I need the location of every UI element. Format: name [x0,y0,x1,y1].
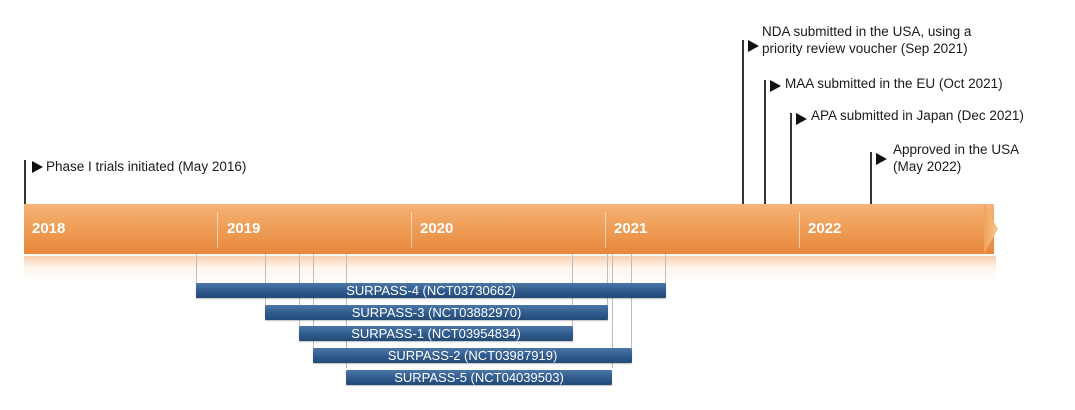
milestone-pole [24,160,26,204]
milestone-approved-usa: Approved in the USA (May 2022) [893,141,1019,175]
milestone-line: APA submitted in Japan (Dec 2021) [811,108,1024,123]
milestone-pole [870,152,872,204]
trial-bar-surpass-2: SURPASS-2 (NCT03987919) [313,348,632,363]
milestone-pole [742,40,744,204]
flag-icon [748,40,759,52]
milestone-apa-japan: APA submitted in Japan (Dec 2021) [811,107,1024,124]
trial-bar-surpass-4: SURPASS-4 (NCT03730662) [196,283,666,298]
trial-bar-surpass-1: SURPASS-1 (NCT03954834) [299,326,573,341]
flag-icon [796,113,807,125]
milestone-pole [764,80,766,204]
year-separator [605,212,606,248]
trial-connector [265,254,266,306]
year-separator [217,212,218,248]
trial-connector [612,254,613,368]
timeline-band-reflection [24,256,996,282]
milestone-line: Phase I trials initiated (May 2016) [46,159,247,174]
year-label-2019: 2019 [227,220,261,237]
milestone-maa-eu: MAA submitted in the EU (Oct 2021) [785,75,1003,92]
year-separator [411,212,412,248]
trial-connector [607,254,608,306]
milestone-line: priority review voucher (Sep 2021) [762,41,968,56]
trial-connector [631,254,632,348]
milestone-line: Approved in the USA [893,142,1020,157]
year-label-2022: 2022 [808,220,842,237]
year-label-2020: 2020 [420,220,454,237]
flag-icon [876,153,887,165]
milestone-line: (May 2022) [893,159,962,174]
year-label-2021: 2021 [614,220,648,237]
milestone-line: MAA submitted in the EU (Oct 2021) [785,76,1003,91]
year-separator [799,212,800,248]
trial-connector [665,254,666,284]
trial-connector [313,254,314,348]
milestone-pole [790,113,792,204]
milestone-nda-usa: NDA submitted in the USA, using a priori… [762,23,971,57]
year-label-2018: 2018 [32,220,66,237]
trial-connector [196,254,197,284]
milestone-line: NDA submitted in the USA, using a [762,24,972,39]
flag-icon [32,161,43,173]
milestone-phase1: Phase I trials initiated (May 2016) [46,158,246,175]
trial-bar-surpass-5: SURPASS-5 (NCT04039503) [346,370,612,385]
flag-icon [770,80,781,92]
trial-bar-surpass-3: SURPASS-3 (NCT03882970) [265,305,608,320]
timeline-band [24,204,994,254]
